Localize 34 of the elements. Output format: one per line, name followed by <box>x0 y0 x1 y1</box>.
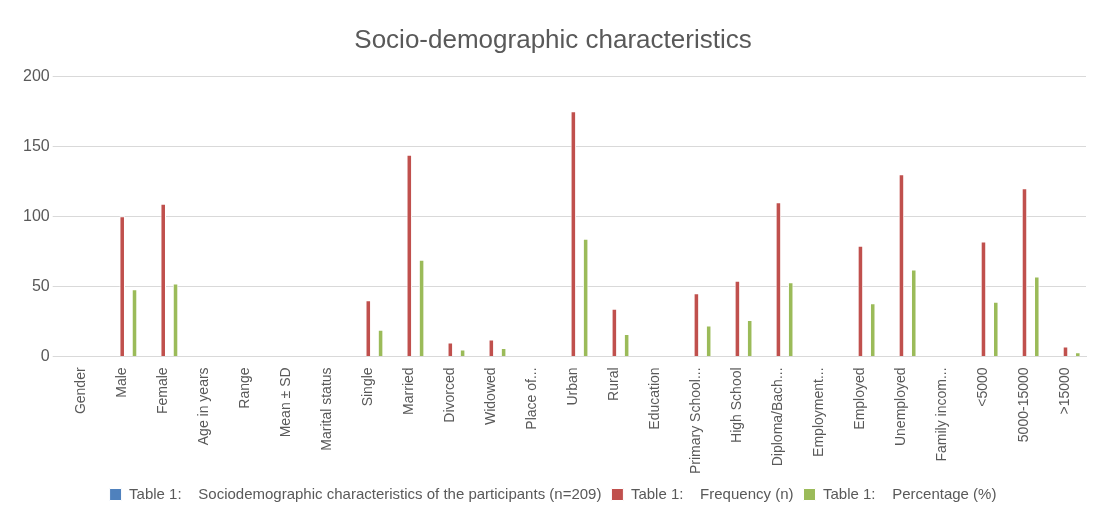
legend-label: Table 1: Percentage (%) <box>822 484 997 502</box>
x-tick-label: Divorced <box>441 367 458 423</box>
x-tick-label: Mean ± SD <box>277 367 294 438</box>
x-tick-label: 5000-15000 <box>1015 367 1032 443</box>
x-tick-label: Place of... <box>523 367 540 430</box>
x-tick-label: Rural <box>605 367 622 401</box>
y-tick-label: 100 <box>22 206 50 224</box>
x-tick-label: Widowed <box>482 367 499 426</box>
y-tick-label: 200 <box>22 66 50 84</box>
x-tick-label: Male <box>113 367 130 398</box>
y-tick-label: 150 <box>22 136 50 154</box>
x-tick-label: Family incom... <box>933 367 950 462</box>
x-tick-label: Unemployed <box>892 367 909 447</box>
x-tick-label: High School <box>728 367 745 443</box>
x-tick-label: Age in years <box>195 367 212 446</box>
x-tick-label: Urban <box>564 367 581 406</box>
legend-label: Table 1: Frequency (n) <box>630 484 794 502</box>
x-tick-label: Diploma/Bach... <box>769 367 786 467</box>
x-tick-label: Single <box>359 367 376 407</box>
x-tick-label: Female <box>154 367 171 415</box>
x-tick-label: Range <box>236 367 253 409</box>
x-tick-label: Employment... <box>810 367 827 457</box>
x-tick-label: Gender <box>72 367 89 415</box>
x-tick-label: Education <box>646 367 663 430</box>
x-tick-label: Marital status <box>318 367 335 451</box>
y-tick-label: 50 <box>31 276 50 294</box>
x-tick-label: >15000 <box>1056 367 1073 415</box>
x-tick-label: Married <box>400 367 417 415</box>
legend-label: Table 1: Sociodemographic characteristics of the participants (n=209) <box>129 484 602 502</box>
x-tick-label: Employed <box>851 367 868 430</box>
x-tick-label: Primary School... <box>687 367 704 475</box>
y-tick-label: 0 <box>40 346 50 364</box>
chart-title: Socio-demographic characteristics <box>354 23 752 54</box>
x-tick-label: <5000 <box>974 367 991 407</box>
